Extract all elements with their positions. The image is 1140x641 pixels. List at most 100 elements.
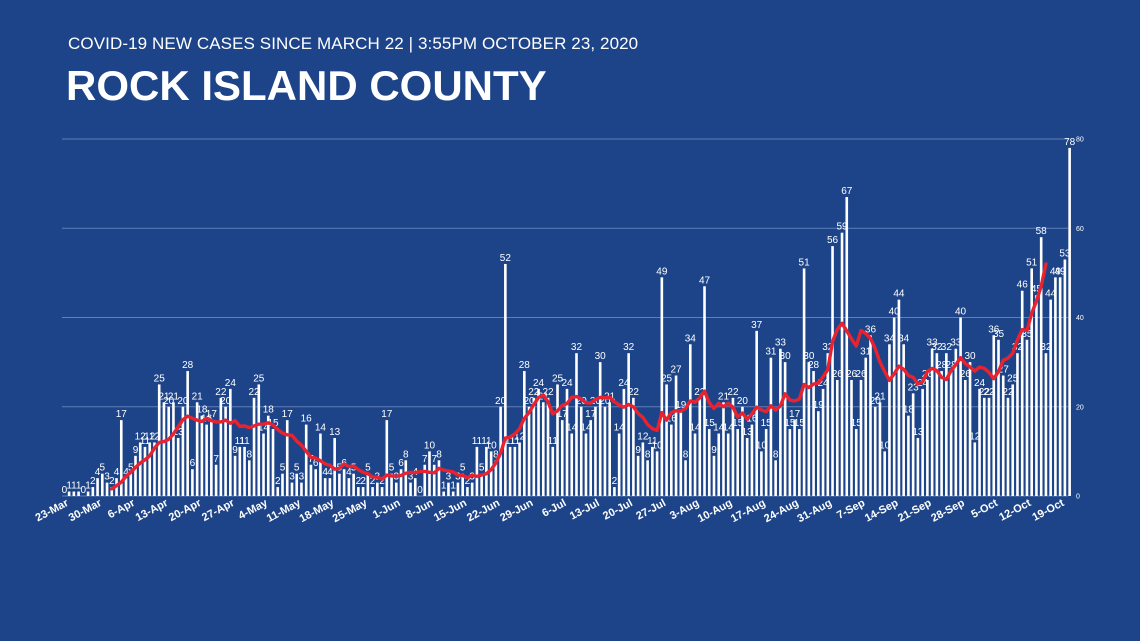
bar: [148, 442, 152, 496]
data-label: 24: [225, 378, 237, 389]
bar: [494, 460, 498, 496]
bar: [622, 388, 626, 496]
data-label: 22: [628, 387, 640, 398]
bar: [873, 406, 877, 496]
moving-average-line: [110, 262, 1048, 491]
bar: [527, 406, 531, 496]
data-label: 15: [704, 418, 716, 429]
bars: [67, 147, 1071, 497]
bar: [357, 487, 360, 496]
x-tick-label: 11-May: [265, 497, 304, 525]
x-tick-label: 5-Oct: [969, 497, 1000, 521]
data-label: 10: [879, 440, 891, 451]
data-label: 5: [280, 463, 286, 474]
bar: [518, 442, 521, 496]
data-label: 6: [398, 458, 404, 469]
bar: [129, 473, 133, 496]
data-label: 7: [422, 454, 428, 465]
bar: [224, 406, 227, 496]
bar: [608, 402, 611, 496]
data-label: 32: [941, 342, 953, 353]
data-label: 2: [612, 476, 618, 487]
bar: [959, 317, 962, 496]
bar: [1068, 147, 1071, 497]
x-tick-label: 6-Jul: [540, 497, 568, 520]
bar: [366, 473, 370, 496]
data-label: 3: [408, 472, 414, 483]
y-tick-label: 60: [1076, 226, 1084, 233]
bar: [707, 429, 711, 496]
bar: [153, 442, 156, 496]
data-label: 22: [215, 387, 227, 398]
data-label: 4: [95, 467, 101, 478]
bar: [598, 362, 602, 496]
data-label: 24: [533, 378, 545, 389]
bar: [736, 429, 740, 496]
bar: [973, 442, 977, 496]
data-label: 5: [460, 463, 466, 474]
data-label: 2: [109, 476, 115, 487]
bar: [134, 455, 137, 496]
bar: [869, 335, 872, 496]
data-label: 3: [446, 472, 452, 483]
data-label: 11: [548, 436, 559, 447]
x-tick-label: 20-Jul: [601, 497, 635, 523]
bar: [404, 460, 408, 496]
data-label: 3: [104, 472, 110, 483]
y-axis-ticks: 0 20 40 60 80: [1076, 137, 1084, 501]
data-label: 25: [253, 373, 265, 384]
bar: [72, 491, 76, 496]
bar: [779, 348, 782, 496]
x-tick-label: 23-Mar: [34, 497, 72, 525]
moving-average-series: [110, 262, 1048, 491]
data-label: 14: [258, 423, 270, 434]
x-tick-label: 8-Jun: [404, 497, 436, 522]
data-label: 35: [993, 329, 1005, 340]
data-label: 14: [723, 423, 735, 434]
bar: [485, 446, 488, 496]
data-label: 15: [761, 418, 773, 429]
bar: [504, 263, 507, 496]
bar: [878, 402, 882, 496]
bar: [347, 478, 351, 496]
data-label: 17: [557, 409, 569, 420]
bar: [821, 388, 825, 496]
bar: [371, 487, 374, 496]
data-label: 31: [765, 347, 777, 358]
data-label: 1: [76, 481, 82, 492]
data-label: 30: [964, 351, 976, 362]
bar: [205, 424, 208, 496]
bar: [523, 371, 526, 496]
data-label: 3: [469, 472, 475, 483]
data-label: 11: [647, 436, 658, 447]
bar: [413, 478, 417, 496]
data-label: 22: [528, 387, 540, 398]
bar: [210, 420, 213, 496]
bar: [214, 464, 218, 496]
data-label: 20: [870, 396, 882, 407]
bar: [300, 482, 303, 496]
data-label: 24: [974, 378, 986, 389]
bar: [954, 348, 958, 496]
bar: [907, 415, 910, 496]
data-label: 11: [505, 436, 516, 447]
data-label: 4: [322, 467, 328, 478]
bar: [257, 384, 261, 496]
chart-title: ROCK ISLAND COUNTY: [66, 62, 547, 109]
data-label: 34: [884, 333, 896, 344]
bar: [641, 442, 645, 496]
bar: [968, 362, 972, 496]
data-label: 32: [571, 342, 583, 353]
y-tick-label: 0: [1076, 494, 1080, 501]
data-label: 22: [983, 387, 995, 398]
bar: [565, 388, 569, 496]
data-label: 45: [1031, 284, 1043, 295]
data-label: 0: [417, 485, 423, 496]
x-tick-label: 27-Jul: [634, 497, 668, 523]
bar: [826, 353, 830, 496]
x-tick-label: 31-Aug: [795, 497, 834, 525]
data-label: 3: [455, 472, 461, 483]
data-label: 26: [855, 369, 867, 380]
data-label: 14: [614, 423, 626, 434]
